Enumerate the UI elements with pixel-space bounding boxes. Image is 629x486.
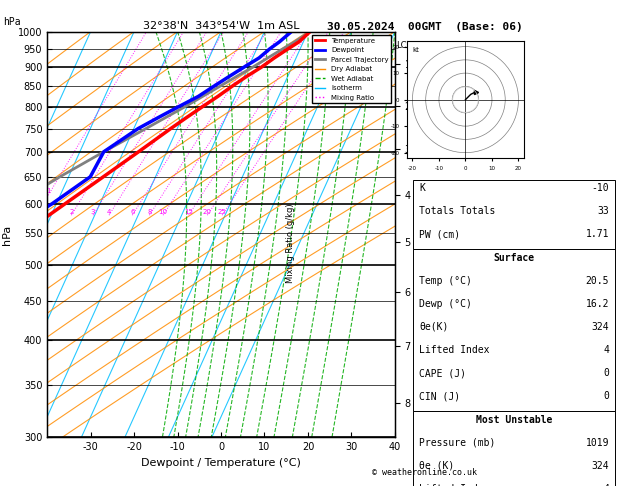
Text: 0: 0 [603, 368, 609, 378]
Text: 324: 324 [591, 322, 609, 332]
Text: 20: 20 [203, 209, 212, 215]
Text: -10: -10 [591, 183, 609, 193]
Text: © weatheronline.co.uk: © weatheronline.co.uk [372, 468, 477, 477]
Text: 15: 15 [184, 209, 193, 215]
Text: 2: 2 [69, 209, 74, 215]
Text: θe(K): θe(K) [420, 322, 448, 332]
Text: 1.71: 1.71 [586, 229, 609, 240]
Text: 6: 6 [130, 209, 135, 215]
Text: hPa: hPa [3, 17, 21, 27]
Text: Lifted Index: Lifted Index [420, 345, 490, 355]
Text: 8: 8 [147, 209, 152, 215]
Text: 4: 4 [107, 209, 111, 215]
Text: CAPE (J): CAPE (J) [420, 368, 466, 378]
Text: Surface: Surface [494, 253, 535, 263]
Text: CIN (J): CIN (J) [420, 391, 460, 401]
Text: Most Unstable: Most Unstable [476, 415, 552, 425]
Text: Totals Totals: Totals Totals [420, 207, 496, 216]
Text: 4: 4 [603, 484, 609, 486]
Text: PW (cm): PW (cm) [420, 229, 460, 240]
Bar [413, 249, 615, 411]
Text: Dewp (°C): Dewp (°C) [420, 299, 472, 309]
Text: 25: 25 [218, 209, 226, 215]
Text: 10: 10 [159, 209, 167, 215]
Text: 4: 4 [603, 345, 609, 355]
Text: 1: 1 [47, 188, 51, 194]
Text: 324: 324 [591, 461, 609, 471]
Text: 1019: 1019 [586, 437, 609, 448]
Text: kt: kt [413, 47, 420, 52]
X-axis label: Dewpoint / Temperature (°C): Dewpoint / Temperature (°C) [141, 458, 301, 468]
Text: 20.5: 20.5 [586, 276, 609, 286]
Text: 0: 0 [603, 391, 609, 401]
Text: 33: 33 [598, 207, 609, 216]
Text: 30.05.2024  00GMT  (Base: 06): 30.05.2024 00GMT (Base: 06) [326, 22, 523, 32]
Text: Pressure (mb): Pressure (mb) [420, 437, 496, 448]
Text: Temp (°C): Temp (°C) [420, 276, 472, 286]
Text: 3: 3 [91, 209, 96, 215]
Text: Lifted Index: Lifted Index [420, 484, 490, 486]
Text: θe (K): θe (K) [420, 461, 455, 471]
Text: K: K [420, 183, 425, 193]
Text: LCL: LCL [396, 41, 411, 50]
Text: Mixing Ratio (g/kg): Mixing Ratio (g/kg) [286, 203, 295, 283]
Legend: Temperature, Dewpoint, Parcel Trajectory, Dry Adiabat, Wet Adiabat, Isotherm, Mi: Temperature, Dewpoint, Parcel Trajectory… [312, 35, 391, 104]
Title: 32°38'N  343°54'W  1m ASL: 32°38'N 343°54'W 1m ASL [143, 21, 299, 31]
Bar [413, 180, 615, 249]
Bar [413, 411, 615, 486]
Text: 16.2: 16.2 [586, 299, 609, 309]
Y-axis label: hPa: hPa [3, 225, 12, 244]
